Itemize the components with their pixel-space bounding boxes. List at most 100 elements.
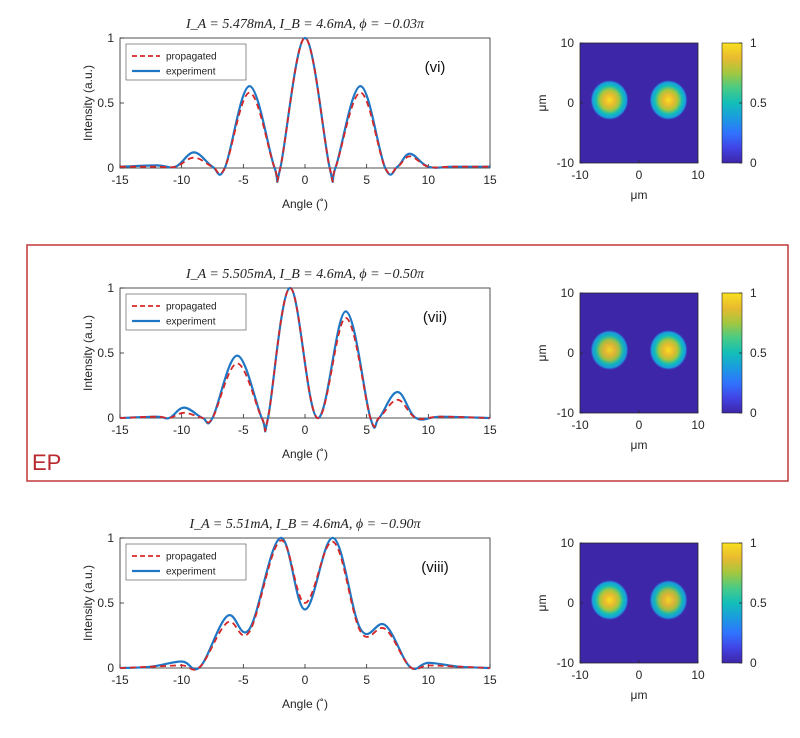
data-point-propagated-1-13 — [378, 417, 379, 418]
plot-title: I_A = 5.51mA, I_B = 4.6mA, ϕ = −0.90π — [188, 517, 421, 532]
y-tick-label: 0 — [107, 411, 114, 425]
panel-label: (vii) — [423, 309, 447, 326]
data-point-experiment-0-3 — [193, 152, 194, 153]
data-point-propagated-1-4 — [202, 417, 203, 418]
data-point-propagated-1-16 — [440, 416, 441, 417]
data-point-propagated-1-1 — [156, 166, 157, 167]
data-point-propagated-1-8 — [333, 541, 334, 542]
heatmap-spot-right — [649, 579, 688, 621]
data-point-propagated-1-9 — [360, 631, 361, 632]
data-point-propagated-1-6 — [237, 363, 238, 364]
data-point-propagated-1-3 — [184, 412, 185, 413]
x-tick-label: 10 — [691, 668, 705, 682]
x-tick-label: -5 — [238, 423, 249, 437]
data-point-propagated-1-17 — [452, 166, 453, 167]
panels: I_A = 5.478mA, I_B = 4.6mA, ϕ = −0.03π -1… — [81, 17, 767, 711]
data-point-propagated-1-13 — [459, 666, 460, 667]
colorbar-tick-label: 0 — [750, 406, 757, 420]
x-tick-label: 10 — [422, 673, 436, 687]
data-point-propagated-1-2 — [169, 417, 170, 418]
series-line-experiment — [119, 36, 490, 183]
y-tick-label: 0.5 — [97, 96, 114, 110]
data-point-experiment-0-12 — [428, 662, 429, 663]
data-point-experiment-0-5 — [249, 628, 250, 629]
legend-box — [125, 543, 247, 581]
x-tick-label: -10 — [173, 173, 191, 187]
data-point-experiment-0-6 — [280, 537, 281, 538]
data-point-propagated-1-8 — [267, 417, 268, 418]
data-point-propagated-1-3 — [193, 157, 194, 158]
x-tick-label: -10 — [571, 168, 589, 182]
data-point-experiment-0-6 — [249, 86, 250, 87]
y-axis-label: μm — [535, 95, 549, 112]
y-axis-label: Intensity (a.u.) — [81, 65, 95, 141]
y-axis-label: μm — [535, 345, 549, 362]
data-point-propagated-1-5 — [224, 167, 225, 168]
x-axis-label: Angle (˚) — [282, 447, 328, 461]
spot-map-3: -10 0 10 -10 0 10 μm μm 0 0.5 1 — [535, 286, 767, 452]
heatmap-spot-right — [649, 79, 688, 121]
series-line-experiment — [119, 286, 491, 433]
colorbar-tick-label: 1 — [750, 36, 757, 50]
plot-title: I_A = 5.478mA, I_B = 4.6mA, ϕ = −0.03π — [185, 17, 425, 32]
x-tick-label: 5 — [363, 173, 370, 187]
x-tick-label: -15 — [111, 423, 129, 437]
line-plot-vii: I_A = 5.505mA, I_B = 4.6mA, ϕ = −0.50π -1… — [81, 267, 497, 461]
data-point-propagated-1-12 — [428, 665, 429, 666]
colorbar-tick-label: 1 — [750, 286, 757, 300]
colorbar-tick-label: 0 — [750, 156, 757, 170]
x-tick-label: 0 — [302, 173, 309, 187]
colorbar-tick-label: 0 — [750, 656, 757, 670]
data-point-experiment-0-4 — [227, 615, 228, 616]
data-point-propagated-1-0 — [119, 166, 120, 167]
data-point-experiment-0-14 — [397, 391, 398, 392]
data-point-propagated-1-17 — [489, 417, 490, 418]
data-point-propagated-1-2 — [175, 166, 176, 167]
data-point-propagated-1-5 — [249, 631, 250, 632]
data-point-propagated-1-11 — [335, 166, 336, 167]
y-tick-label: 0 — [567, 346, 574, 360]
x-tick-label: 10 — [422, 173, 436, 187]
data-point-propagated-1-0 — [119, 667, 120, 668]
data-point-propagated-1-5 — [212, 417, 213, 418]
data-point-propagated-1-14 — [489, 667, 490, 668]
data-point-propagated-1-16 — [428, 166, 429, 167]
data-point-propagated-1-0 — [119, 417, 120, 418]
data-point-propagated-1-14 — [397, 166, 398, 167]
x-axis-label: Angle (˚) — [282, 197, 328, 211]
x-tick-label: 0 — [636, 418, 643, 432]
data-point-experiment-0-8 — [333, 537, 334, 538]
legend-box — [125, 293, 247, 331]
data-point-experiment-0-1 — [156, 165, 157, 166]
x-tick-label: 15 — [483, 423, 497, 437]
data-point-propagated-1-1 — [150, 666, 151, 667]
colorbar-tick-label: 1 — [750, 536, 757, 550]
data-point-propagated-1-11 — [345, 317, 346, 318]
data-point-propagated-1-15 — [409, 156, 410, 157]
data-point-experiment-0-6 — [237, 355, 238, 356]
y-axis-label: μm — [535, 595, 549, 612]
legend: propagated experiment — [125, 543, 247, 581]
x-tick-label: 0 — [636, 668, 643, 682]
data-point-experiment-0-10 — [385, 625, 386, 626]
y-tick-label: 0 — [567, 96, 574, 110]
x-tick-label: -5 — [238, 173, 249, 187]
data-point-propagated-1-12 — [360, 92, 361, 93]
x-axis-label: μm — [631, 438, 648, 452]
y-tick-label: 1 — [107, 31, 114, 45]
x-tick-label: 5 — [363, 673, 370, 687]
data-point-propagated-1-7 — [304, 602, 305, 603]
heatmap-spot-right — [649, 329, 688, 371]
legend: propagated experiment — [125, 43, 247, 81]
x-tick-label: -10 — [571, 668, 589, 682]
x-tick-label: 10 — [422, 423, 436, 437]
data-point-experiment-0-15 — [409, 153, 410, 154]
legend-entry-experiment: experiment — [166, 317, 216, 328]
data-point-propagated-1-10 — [329, 167, 330, 168]
legend-entry-experiment: experiment — [166, 567, 216, 578]
y-tick-label: -10 — [557, 656, 575, 670]
y-axis-label: Intensity (a.u.) — [81, 315, 95, 391]
data-point-propagated-1-14 — [397, 399, 398, 400]
data-point-experiment-0-3 — [184, 407, 185, 408]
y-tick-label: -10 — [557, 406, 575, 420]
